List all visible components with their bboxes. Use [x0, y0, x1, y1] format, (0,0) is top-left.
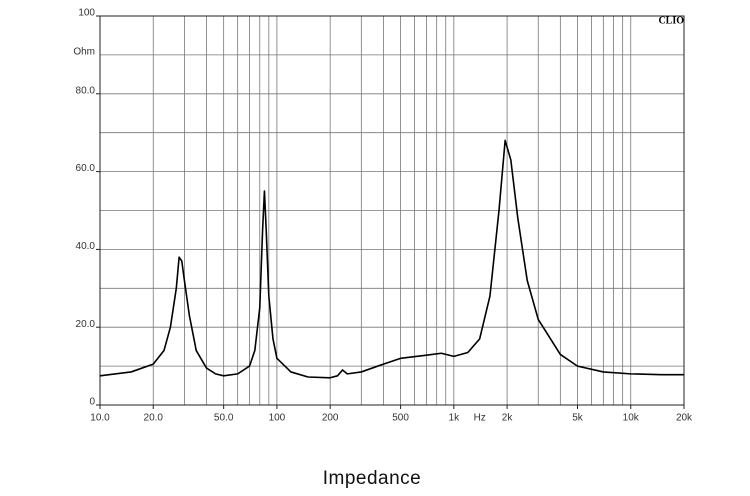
- x-tick-label: 20.0: [144, 413, 164, 424]
- y-tick-label: 40.0: [76, 241, 96, 252]
- x-tick-label: 20k: [676, 413, 693, 424]
- y-tick-label: 100: [78, 8, 95, 19]
- x-tick-label: 10k: [623, 413, 640, 424]
- y-axis-label: Ohm: [73, 47, 95, 58]
- y-tick-label: 20.0: [76, 319, 96, 330]
- x-axis-label: Hz: [474, 413, 486, 424]
- brand-label: CLIO: [658, 15, 684, 26]
- x-tick-label: 500: [392, 413, 409, 424]
- x-tick-label: 5k: [572, 413, 584, 424]
- x-tick-label: 1k: [449, 413, 461, 424]
- plot-frame: [99, 15, 685, 406]
- impedance-line: [99, 139, 684, 379]
- chart-title: Impedance: [323, 468, 422, 489]
- x-tick-label: 100: [269, 413, 286, 424]
- x-tick-label: 10.0: [90, 413, 110, 424]
- y-tick-label: 80.0: [76, 85, 96, 96]
- y-tick-label: 0: [89, 397, 95, 408]
- y-tick-label: 60.0: [76, 163, 96, 174]
- x-tick-label: 50.0: [214, 413, 234, 424]
- x-tick-label: 200: [322, 413, 339, 424]
- x-tick-label: 2k: [502, 413, 514, 424]
